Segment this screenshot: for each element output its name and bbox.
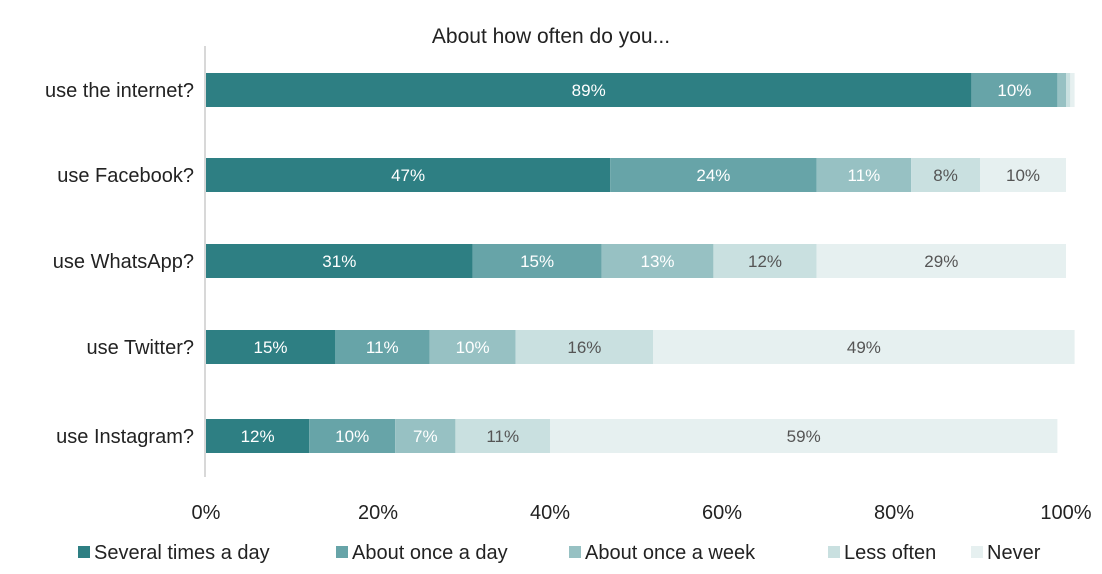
bar-segment [713,244,817,278]
bar-segment [429,330,516,364]
legend-swatch [828,546,840,558]
bar-segment [653,330,1075,364]
data-label: 89% [572,81,606,100]
bar-segment [1070,73,1075,107]
bar-segment [816,158,912,192]
bar-segment [309,419,396,453]
bar-segment [472,244,602,278]
data-label: 10% [997,81,1031,100]
data-label: 29% [924,252,958,271]
bar-segment [515,330,654,364]
data-label: 10% [335,427,369,446]
chart-title: About how often do you... [432,25,670,48]
data-label: 15% [520,252,554,271]
bar-segment [1066,73,1071,107]
data-label: 7% [413,427,438,446]
category-label: use the internet? [45,80,194,102]
legend-label: Never [987,542,1041,564]
data-label: 11% [366,338,399,357]
legend-label: About once a week [585,542,756,564]
category-labels: use the internet? use Facebook? use WhatsA… [45,80,194,448]
bar-segment [550,419,1058,453]
bar-segment [206,419,310,453]
category-label: use Instagram? [56,426,194,448]
data-label: 16% [567,338,601,357]
legend-label: About once a day [352,542,508,564]
data-label: 10% [1006,166,1040,185]
category-label: use Facebook? [57,165,194,187]
bar-segment [395,419,456,453]
bar-segment [601,244,714,278]
bars-layer: 89% 10% 47% 24% 11% 8% 10% 31% 15% 13% 12% 29% 15% 11… [206,73,1075,453]
legend-swatch [336,546,348,558]
bar-segment [206,158,611,192]
legend-swatch [569,546,581,558]
x-tick-label: 100% [1040,502,1091,524]
data-label: 47% [391,166,425,185]
x-tick-label: 60% [702,502,742,524]
category-label: use Twitter? [87,337,194,359]
bar-segment [335,330,430,364]
data-label: 10% [456,338,490,357]
bar-segment [455,419,550,453]
data-label: 15% [253,338,287,357]
x-tick-label: 20% [358,502,398,524]
bar-segment [980,158,1066,192]
bar-segment [816,244,1066,278]
data-label: 11% [848,166,881,185]
bar-segment [610,158,817,192]
data-label: 24% [696,166,730,185]
x-tick-label: 80% [874,502,914,524]
data-label: 31% [322,252,356,271]
bar-segment [971,73,1058,107]
data-label: 8% [933,166,958,185]
x-axis-ticks: 0% 20% 40% 60% 80% 100% [192,502,1092,524]
data-label: 13% [640,252,674,271]
bar-segment [1057,73,1066,107]
data-label: 12% [241,427,275,446]
legend: Several times a day About once a day About… [78,542,1041,564]
bar-segment [911,158,980,192]
data-label: 59% [787,427,821,446]
legend-label: Less often [844,542,936,564]
data-label: 49% [847,338,881,357]
bar-segment [206,244,473,278]
legend-swatch [78,546,90,558]
legend-label: Several times a day [94,542,270,564]
x-tick-label: 40% [530,502,570,524]
data-label: 12% [748,252,782,271]
bar-segment [206,330,335,364]
legend-swatch [971,546,983,558]
data-label: 11% [486,427,519,446]
category-label: use WhatsApp? [53,251,194,273]
bar-segment [206,73,972,107]
x-tick-label: 0% [192,502,221,524]
